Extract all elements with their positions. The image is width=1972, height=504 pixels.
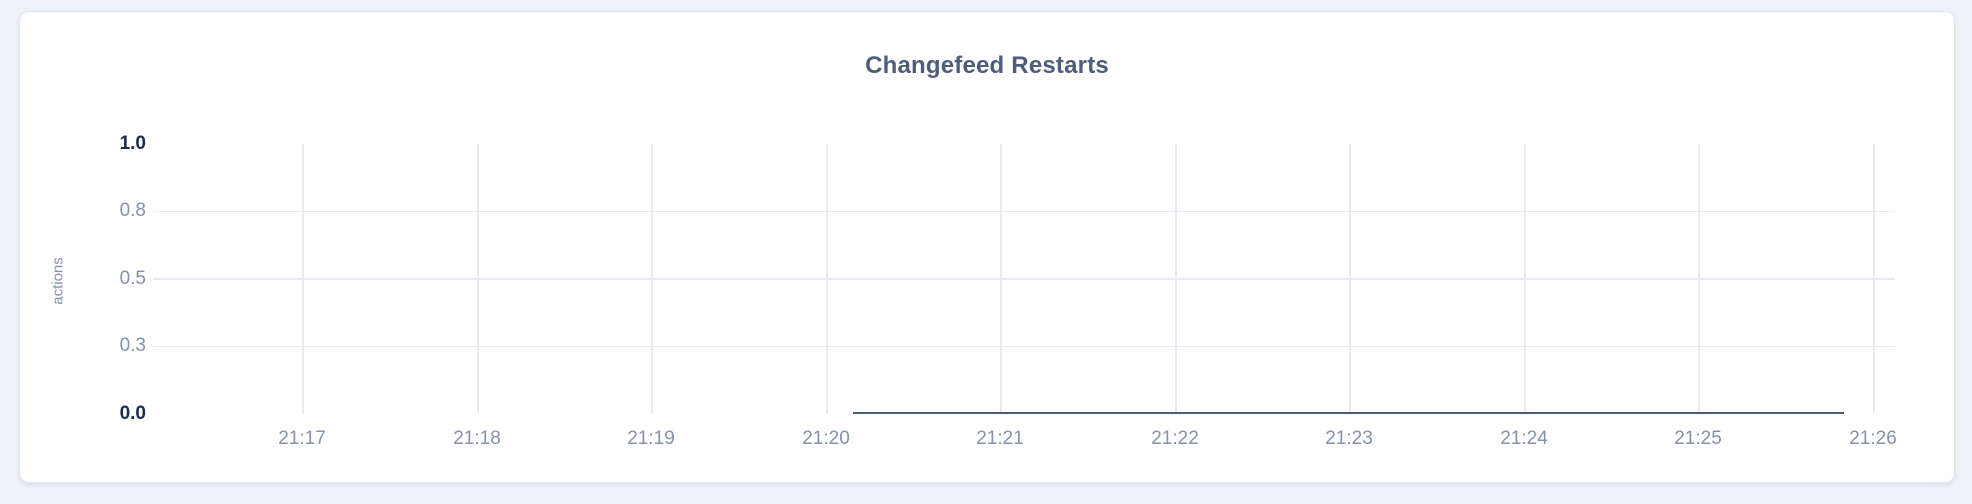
- plot-area[interactable]: [153, 144, 1895, 414]
- x-tick-21-20: 21:20: [802, 428, 850, 449]
- x-tick-21-21: 21:21: [976, 428, 1024, 449]
- x-tick-21-25: 21:25: [1674, 428, 1722, 449]
- x-tick-21-23: 21:23: [1325, 428, 1373, 449]
- chart-card: Changefeed Restarts actions 1.0 0.8 0.5 …: [19, 11, 1955, 483]
- x-tick-21-24: 21:24: [1500, 428, 1548, 449]
- x-tick-21-17: 21:17: [278, 428, 326, 449]
- x-tick-21-19: 21:19: [627, 428, 675, 449]
- x-tick-21-26: 21:26: [1849, 428, 1897, 449]
- y-tick-0.8: 0.8: [119, 200, 146, 221]
- gridline-horizontal: [153, 278, 1895, 280]
- series-line: [853, 412, 1845, 414]
- y-tick-0.3: 0.3: [119, 335, 146, 356]
- x-tick-21-18: 21:18: [453, 428, 501, 449]
- gridline-horizontal: [153, 345, 1895, 348]
- y-tick-1.0: 1.0: [119, 133, 146, 154]
- y-axis-ticks: 1.0 0.8 0.5 0.3 0.0: [20, 133, 146, 424]
- chart-title: Changefeed Restarts: [865, 52, 1109, 79]
- y-tick-0.0: 0.0: [119, 403, 146, 424]
- x-axis-ticks: 21:17 21:18 21:19 21:20 21:21 21:22 21:2…: [153, 427, 1897, 451]
- gridline-horizontal: [153, 210, 1895, 213]
- x-tick-21-22: 21:22: [1151, 428, 1199, 449]
- y-tick-0.5: 0.5: [119, 268, 146, 289]
